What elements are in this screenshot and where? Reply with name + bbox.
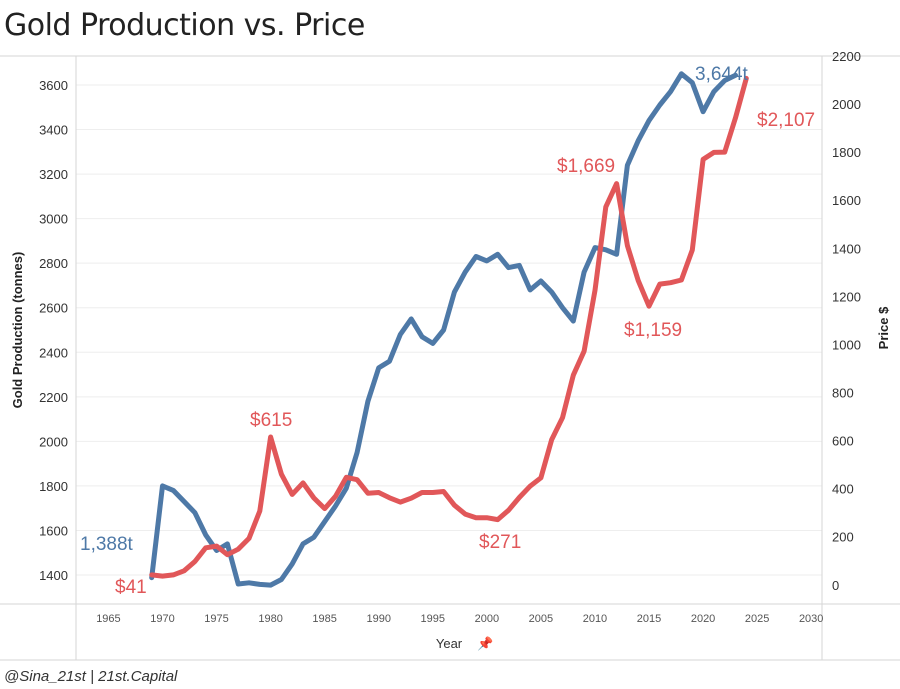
pin-icon[interactable]: 📌	[477, 635, 493, 651]
annotation-price_start: $41	[115, 577, 147, 598]
x-tick-label: 1975	[204, 613, 228, 625]
y-tick-label-left: 2600	[39, 301, 68, 316]
x-tick-label: 1980	[258, 613, 282, 625]
annotation-price_end: $2,107	[757, 110, 815, 131]
x-tick-label: 2005	[529, 613, 553, 625]
y-axis-left-label: Gold Production (tonnes)	[10, 252, 25, 409]
x-tick-label: 1990	[366, 613, 390, 625]
y-tick-label-right: 1600	[832, 193, 861, 208]
y-tick-label-right: 1800	[832, 145, 861, 160]
x-tick-labels: 1965 1970 1975 1980 1985 1990 1995 2000 2005 2010…	[96, 613, 823, 625]
y-tick-label-left: 1600	[39, 523, 68, 538]
x-tick-label: 1995	[421, 613, 445, 625]
series-lines	[149, 71, 749, 588]
y-tick-label-right: 400	[832, 482, 854, 497]
y-tick-label-right: 1400	[832, 241, 861, 256]
x-tick-label: 2000	[475, 613, 499, 625]
annotation-prod_start: 1,388t	[80, 534, 134, 555]
y-tick-label-right: 800	[832, 385, 854, 400]
annotation-prod_end: 3,644t	[695, 64, 749, 85]
right-y-tick-labels: 0 200 400 600 800 1000 1200 1400 1600 1800 2000 220…	[832, 49, 861, 593]
y-tick-label-right: 1000	[832, 337, 861, 352]
y-tick-label-left: 3400	[39, 123, 68, 138]
gridlines	[76, 84, 822, 576]
credit: @Sina_21st | 21st.Capital	[4, 668, 178, 685]
annotations: 1,388t 3,644t $41 $615 $271 $1,669 $1,159 $2,10…	[80, 64, 815, 598]
y-tick-label-right: 600	[832, 434, 854, 449]
x-axis-label: Year	[436, 636, 463, 651]
y-tick-label-right: 200	[832, 530, 854, 545]
x-tick-label: 2030	[799, 613, 823, 625]
y-tick-label-right: 2000	[832, 97, 861, 112]
axis-frame	[0, 55, 900, 661]
x-tick-label: 1985	[312, 613, 336, 625]
y-axis-right-label: Price $	[876, 306, 891, 349]
price-line	[149, 75, 749, 579]
annotation-price_2001: $271	[479, 532, 521, 553]
x-tick-label: 1965	[96, 613, 120, 625]
y-tick-label-right: 1200	[832, 289, 861, 304]
y-tick-label-left: 3200	[39, 167, 68, 182]
y-tick-label-left: 1400	[39, 568, 68, 583]
x-tick-label: 2010	[583, 613, 607, 625]
annotation-price_1980: $615	[250, 410, 292, 431]
chart-title: Gold Production vs. Price	[4, 8, 365, 43]
x-tick-label: 2015	[637, 613, 661, 625]
y-tick-label-right: 0	[832, 578, 839, 593]
y-tick-label-left: 2000	[39, 434, 68, 449]
y-tick-label-left: 1800	[39, 479, 68, 494]
x-tick-label: 2025	[745, 613, 769, 625]
left-y-tick-labels: 1400 1600 1800 2000 2200 2400 2600 2800 3000 3200…	[39, 78, 68, 583]
chart-svg: 1400160018002000220024002600280030003200…	[0, 49, 900, 661]
x-tick-label: 2020	[691, 613, 715, 625]
production-line	[149, 71, 738, 588]
annotation-price_2015: $1,159	[624, 320, 682, 341]
annotation-price_2012: $1,669	[557, 156, 615, 177]
y-tick-label-left: 2200	[39, 390, 68, 405]
y-tick-label-left: 2800	[39, 256, 68, 271]
y-tick-label-left: 3600	[39, 78, 68, 93]
y-tick-label-right: 2200	[832, 49, 861, 64]
x-tick-label: 1970	[150, 613, 174, 625]
y-tick-label-left: 3000	[39, 212, 68, 227]
y-tick-label-left: 2400	[39, 345, 68, 360]
